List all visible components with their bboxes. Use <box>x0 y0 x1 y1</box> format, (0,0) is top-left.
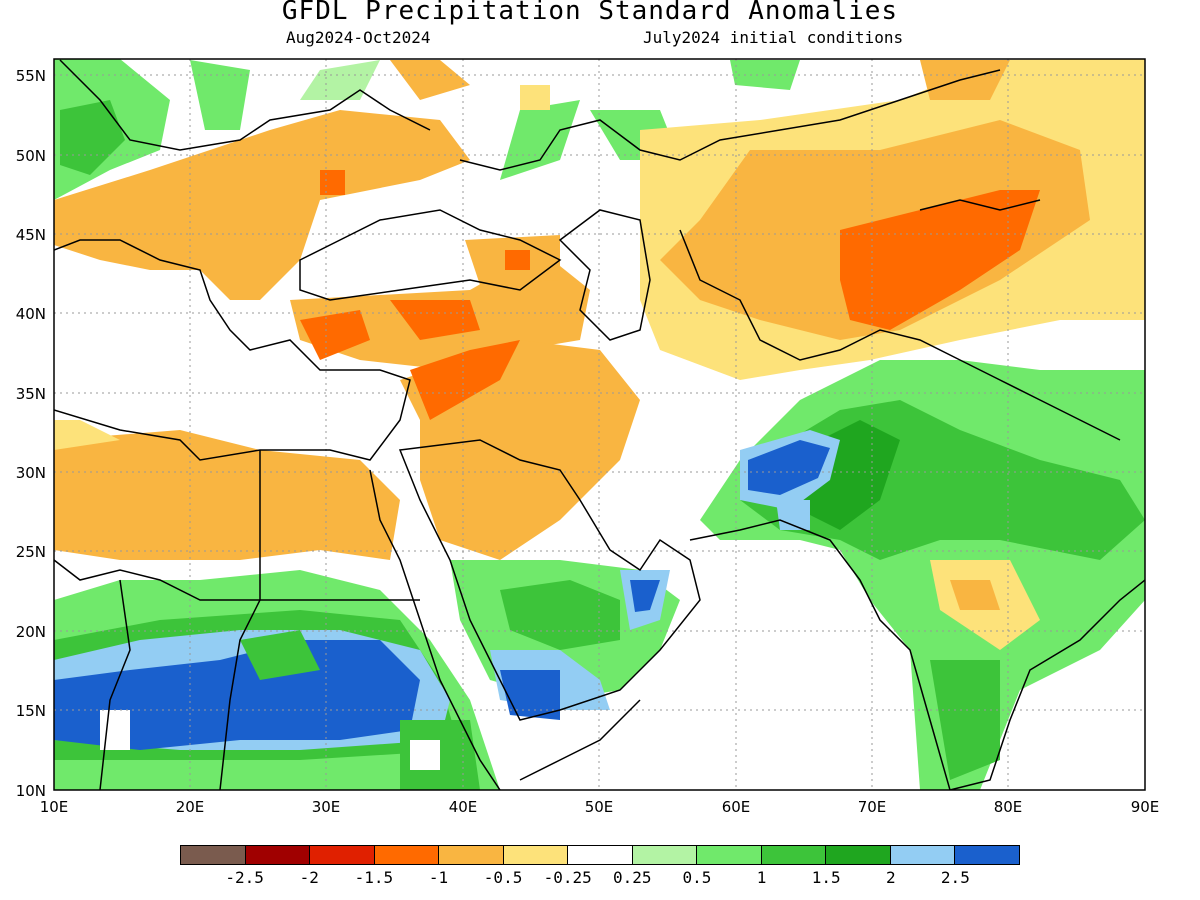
legend-tick-label: 0.25 <box>613 868 652 887</box>
lon-label: 90E <box>1131 798 1160 816</box>
legend-tick-label: -0.25 <box>543 868 592 887</box>
legend-tick-label: 2.5 <box>940 868 970 887</box>
anomaly-region <box>240 630 320 680</box>
lat-label: 25N <box>16 543 46 561</box>
forecast-period: Aug2024-Oct2024 <box>286 28 431 47</box>
anomaly-region <box>320 170 345 195</box>
lat-label: 55N <box>16 67 46 85</box>
anomaly-region <box>54 640 420 750</box>
anomaly-region <box>505 250 530 270</box>
lon-label: 20E <box>176 798 205 816</box>
anomaly-region <box>500 100 580 180</box>
anomaly-region <box>748 440 830 495</box>
legend-swatch <box>890 846 956 864</box>
lon-label: 80E <box>994 798 1023 816</box>
anomaly-region <box>54 420 120 450</box>
lon-label: 50E <box>585 798 614 816</box>
lon-label: 60E <box>722 798 751 816</box>
anomaly-region <box>390 60 470 100</box>
anomaly-region <box>54 430 400 560</box>
legend-tick-label: -1.5 <box>354 868 394 887</box>
lat-label: 20N <box>16 623 46 641</box>
lat-label: 15N <box>16 702 46 720</box>
legend-swatch <box>697 846 762 864</box>
anomaly-region <box>500 580 620 650</box>
legend-swatch <box>761 846 827 864</box>
lon-label: 40E <box>449 798 478 816</box>
legend-tick-label: 0.5 <box>682 868 712 887</box>
anomaly-region <box>390 300 480 340</box>
color-legend <box>180 845 1020 865</box>
anomaly-region <box>840 190 1040 330</box>
latitude-labels: 55N 50N 45N 40N 35N 30N 25N 20N 15N 10N <box>16 67 46 800</box>
lon-label: 30E <box>312 798 341 816</box>
anomaly-region <box>730 60 800 90</box>
coastlines <box>54 59 1145 790</box>
legend-swatch <box>374 846 440 864</box>
lat-label: 35N <box>16 385 46 403</box>
lat-label: 40N <box>16 305 46 323</box>
anomaly-region <box>54 110 470 300</box>
legend-tick-label: -1 <box>428 868 449 887</box>
anomaly-region <box>410 340 520 420</box>
map-frame <box>53 58 1146 791</box>
lat-label: 10N <box>16 782 46 800</box>
lat-label: 50N <box>16 147 46 165</box>
anomaly-region <box>950 580 1000 610</box>
lon-label: 10E <box>40 798 69 816</box>
legend-tick-label: -2.5 <box>225 868 264 887</box>
map-title: GFDL Precipitation Standard Anomalies <box>281 0 899 26</box>
anomaly-region <box>60 100 125 175</box>
initial-conditions: July2024 initial conditions <box>643 28 904 47</box>
anomaly-region <box>520 85 550 110</box>
legend-tick-label: 1 <box>756 868 767 887</box>
anomaly-region <box>300 310 370 360</box>
legend-tick-label: -2 <box>299 868 319 887</box>
legend-tick-label: 1.5 <box>811 868 841 887</box>
legend-swatch <box>568 846 633 864</box>
anomaly-region <box>410 740 440 770</box>
graticule <box>54 59 1145 790</box>
legend-swatch <box>826 846 891 864</box>
anomaly-region <box>920 60 1010 100</box>
legend-swatch <box>310 846 375 864</box>
legend-swatch <box>955 846 1019 864</box>
legend-swatch <box>503 846 569 864</box>
legend-labels: -2.5 -2 -1.5 -1 -0.5 -0.25 0.25 0.5 1 1.5 2 2.5 <box>0 868 1200 892</box>
anomaly-region <box>930 660 1000 780</box>
legend-swatch <box>632 846 698 864</box>
legend-swatch <box>181 846 246 864</box>
anomaly-region <box>190 60 250 130</box>
anomaly-region <box>500 670 560 720</box>
lat-label: 45N <box>16 226 46 244</box>
legend-tick-label: 2 <box>885 868 896 887</box>
legend-swatch <box>439 846 504 864</box>
longitude-labels: 10E 20E 30E 40E 50E 60E 70E 80E 90E <box>40 798 1160 816</box>
anomaly-region <box>630 580 660 612</box>
anomaly-region <box>300 60 380 100</box>
lon-label: 70E <box>858 798 887 816</box>
legend-swatch <box>245 846 311 864</box>
legend-tick-label: -0.5 <box>483 868 523 887</box>
lat-label: 30N <box>16 464 46 482</box>
